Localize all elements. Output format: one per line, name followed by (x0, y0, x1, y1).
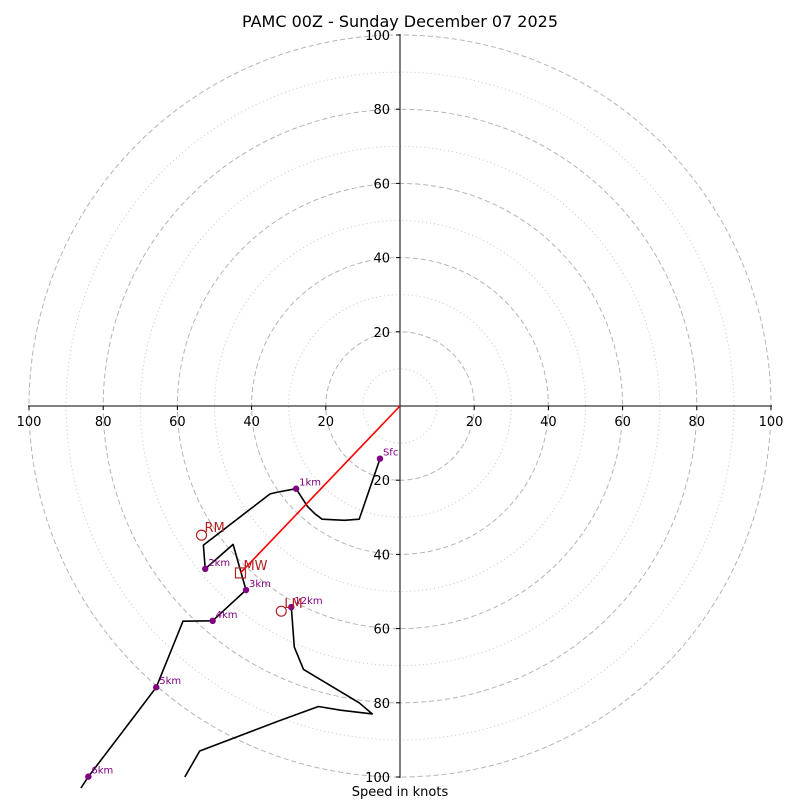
y-tick-label: 40 (373, 548, 390, 563)
y-tick-label: 20 (373, 474, 390, 489)
storm-motion-label: MW (243, 559, 267, 574)
y-tick-label: 60 (373, 623, 390, 638)
hodograph-lines (81, 459, 380, 788)
height-marker-label: 5km (159, 676, 181, 687)
hodograph-line-segment-0 (296, 459, 380, 521)
height-marker-label: 1km (299, 478, 321, 489)
x-tick-label: 60 (614, 415, 631, 430)
hodograph-line-segment-2 (185, 607, 372, 777)
storm-motion-label: RM (205, 521, 225, 536)
y-tick-label: 100 (365, 771, 390, 786)
x-tick-label: 60 (169, 415, 186, 430)
x-tick-label: 100 (17, 415, 42, 430)
height-marker-label: 2km (208, 558, 230, 569)
chart-title: PAMC 00Z - Sunday December 07 2025 (242, 12, 558, 31)
x-tick-label: 20 (318, 415, 335, 430)
height-marker-label: 6km (91, 766, 113, 777)
y-tick-label: 60 (373, 177, 390, 192)
x-tick-label: 80 (95, 415, 112, 430)
y-tick-label: 20 (373, 326, 390, 341)
height-marker-label: 3km (249, 579, 271, 590)
y-tick-label: 80 (373, 103, 390, 118)
storm-motion-label: LM (284, 597, 302, 612)
x-tick-label: 40 (540, 415, 557, 430)
x-tick-label: 100 (759, 415, 784, 430)
x-tick-label: 20 (466, 415, 483, 430)
x-tick-label: 40 (243, 415, 260, 430)
x-tick-label: 80 (689, 415, 706, 430)
y-tick-label: 100 (365, 29, 390, 44)
hodograph-line-segment-1 (81, 489, 296, 788)
height-marker-label: 4km (216, 610, 238, 621)
x-axis-label: Speed in knots (352, 785, 449, 800)
y-tick-label: 40 (373, 252, 390, 267)
hodograph-chart: 100 80 60 40 20 20 40 60 80 100 100 80 60 40 20 20 40 60 8… (0, 0, 800, 800)
y-tick-label: 80 (373, 697, 390, 712)
height-marker-label: Sfc (383, 448, 398, 459)
